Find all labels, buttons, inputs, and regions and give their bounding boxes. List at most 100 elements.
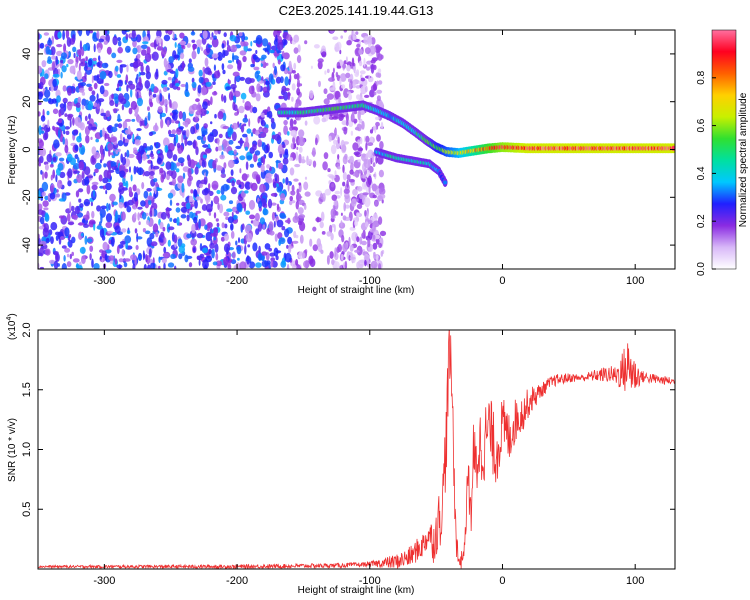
spectrogram-noise-cell [372,242,378,250]
spectrogram-noise-cell [198,76,204,84]
spectrogram-noise-cell [276,186,283,193]
spectrogram-noise-cell [100,213,103,224]
spectrogram-noise-cell [343,30,347,33]
figure-title: C2E3.2025.141.19.44.G13 [279,3,434,18]
spectrogram-noise-cell [153,124,159,132]
spectrogram-noise-cell [175,134,179,144]
spectrogram-noise-cell [47,39,53,46]
spectrogram-noise-cell [67,239,73,248]
spectrogram-noise-cell [72,117,75,126]
spectrogram-noise-cell [55,152,62,157]
spectrogram-noise-cell [250,182,258,192]
spectrogram-noise-cell [291,70,296,74]
spectrogram-noise-cell [320,211,325,222]
spectrogram-noise-cell [181,60,185,70]
spectrogram-noise-cell [293,230,297,239]
spectrogram-noise-cell [355,69,360,76]
spectrogram-noise-cell [227,127,234,136]
spectrogram-noise-cell [111,236,115,247]
spectrogram-noise-cell [230,169,234,177]
spectrogram-noise-cell [315,137,318,146]
spectrogram-noise-cell [201,189,209,196]
spectrogram-noise-cell [96,225,103,230]
spectrogram-noise-cell [257,139,263,148]
spectrogram-noise-cell [149,153,154,158]
spectrogram-noise-cell [105,221,113,229]
spectrogram-noise-cell [356,261,360,269]
spectrogram-noise-cell [83,223,89,228]
spectrogram-noise-cell [288,78,291,86]
spectrogram-noise-cell [293,62,297,70]
spectrogram-noise-cell [64,247,71,253]
snr-x-tick-label: -100 [359,575,381,587]
spectrogram-noise-cell [89,253,92,261]
spectrogram-noise-cell [330,30,335,34]
spectrogram-noise-cell [72,163,80,170]
spectrogram-noise-cell [172,31,175,40]
spectrogram-noise-cell [198,69,203,77]
spectrogram-noise-cell [344,153,348,160]
spectrogram-noise-cell [187,66,195,72]
spectrogram-noise-cell [249,163,254,168]
spectrogram-noise-cell [129,166,131,173]
snr-x-tick-label: 100 [626,575,644,587]
spectrogram-noise-cell [124,129,132,135]
spectrogram-noise-cell [136,152,142,161]
spectrogram-noise-cell [81,91,86,96]
spectrogram-noise-cell [195,123,200,130]
spectrogram-noise-cell [149,145,154,151]
spectrogram-noise-cell [202,154,207,159]
spectrogram-noise-cell [335,42,340,52]
spectrogram-noise-cell [102,185,106,190]
spectrogram-noise-cell [92,57,97,62]
spectrogram-noise-cell [256,83,261,93]
spectrogram-noise-cell [295,259,299,266]
snr-y-label: SNR (10 * v/v) [7,418,18,482]
spectrogram-noise-cell [323,98,330,105]
spectrogram-noise-cell [168,56,174,64]
spectrogram-noise-cell [137,212,140,221]
spectrogram-noise-cell [117,40,122,47]
spectrogram-noise-cell [344,194,351,204]
spectrogram-noise-cell [328,77,335,82]
spectrogram-noise-cell [315,217,322,223]
spectrogram-noise-cell [268,151,274,159]
spectrogram-y-tick-label: 20 [21,96,33,108]
spectrogram-noise-cell [114,96,119,104]
spectrogram-noise-cell [265,80,270,86]
spectrogram-noise-cell [125,74,129,84]
spectrogram-noise-cell [93,171,96,177]
spectrogram-noise-cell [147,195,154,201]
spectrogram-noise-cell [222,49,226,58]
spectrogram-noise-cell [230,223,234,231]
spectrogram-noise-cell [117,140,124,147]
spectrogram-noise-cell [126,149,130,158]
spectrogram-noise-cell [312,244,318,252]
spectrogram-noise-cell [127,153,135,159]
spectrogram-noise-cell [363,159,371,169]
spectrogram-noise-cell [67,102,73,111]
spectrogram-noise-cell [191,39,196,43]
spectrogram-noise-cell [296,264,302,269]
spectrogram-noise-cell [286,244,289,249]
spectrogram-noise-cell [179,32,185,39]
spectrogram-noise-cell [291,184,295,192]
spectrogram-noise-cell [261,54,267,60]
spectrogram-noise-cell [307,159,313,165]
spectrogram-noise-cell [132,47,138,55]
snr-y-tick-label: 1.0 [21,442,33,457]
spectrogram-noise-cell [223,32,227,38]
spectrogram-noise-cell [352,80,356,89]
spectrogram-noise-cell [270,192,278,197]
spectrogram-noise-cell [42,227,49,238]
spectrogram-noise-cell [160,174,165,183]
spectrogram-noise-cell [298,100,302,106]
spectrogram-noise-cell [260,112,265,118]
spectrogram-noise-cell [368,43,371,48]
spectrogram-noise-cell [242,41,249,47]
spectrogram-noise-cell [79,143,83,148]
spectrogram-noise-cell [146,219,150,225]
spectrogram-noise-cell [66,153,73,162]
spectrogram-noise-cell [260,163,265,173]
spectrogram-noise-cell [140,64,144,73]
